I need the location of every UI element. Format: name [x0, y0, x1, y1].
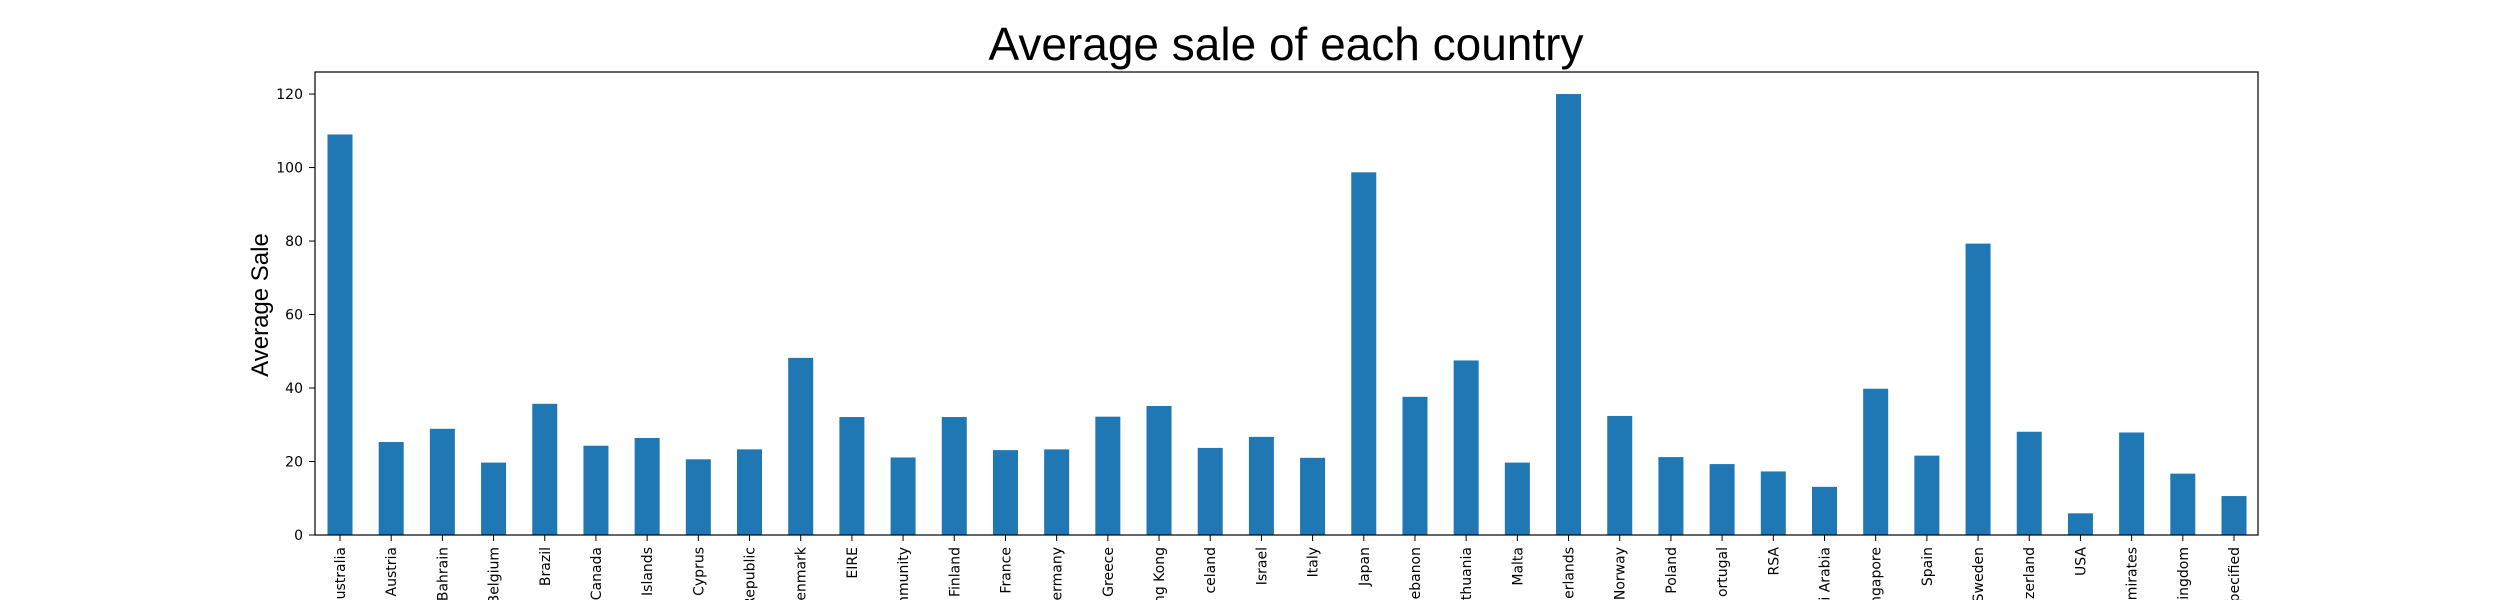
x-tick-label: Bahrain — [435, 547, 451, 600]
y-tick-label: 20 — [285, 455, 303, 471]
x-tick-label: Italy — [1306, 547, 1322, 577]
x-tick-label: Canada — [589, 547, 605, 600]
x-tick-label: RSA — [1766, 547, 1782, 576]
x-tick-label: Greece — [1101, 547, 1117, 597]
bar — [1146, 406, 1172, 535]
x-tick-label: erlands — [1562, 547, 1578, 599]
bar — [1248, 436, 1274, 535]
y-tick-label: 60 — [285, 308, 303, 324]
bar — [1095, 416, 1121, 535]
x-tick-label: thuania — [1459, 547, 1475, 600]
bar — [685, 459, 711, 535]
x-tick-label: EIRE — [845, 547, 861, 579]
bar — [1607, 415, 1633, 535]
x-tick-label: Israel — [1254, 547, 1270, 585]
bar — [2016, 431, 2042, 535]
x-tick-label: zerland — [2022, 547, 2038, 599]
y-tick-label: 0 — [294, 528, 303, 544]
bar — [890, 457, 916, 535]
x-tick-label: Spain — [1920, 547, 1936, 586]
x-tick-label: ng Kong — [1152, 547, 1168, 600]
bar — [1760, 471, 1786, 535]
y-tick-label: 120 — [276, 87, 303, 103]
y-tick-label: 80 — [285, 234, 303, 250]
x-tick-label: Finland — [947, 547, 963, 597]
bar — [583, 445, 609, 535]
bar — [327, 134, 353, 535]
x-tick-label: ebanon — [1408, 547, 1424, 599]
x-tick-label: celand — [1203, 547, 1219, 594]
bar — [2119, 432, 2145, 535]
x-tick-label: mirates — [2125, 547, 2141, 600]
x-tick-label: Norway — [1613, 547, 1629, 600]
bar — [378, 442, 404, 535]
x-tick-label: Sweden — [1971, 547, 1987, 600]
bar — [429, 428, 455, 535]
bar — [1044, 449, 1070, 535]
bar — [634, 437, 660, 535]
bar — [1863, 388, 1889, 535]
bar — [839, 417, 865, 535]
bar — [2221, 496, 2247, 535]
x-tick-label: enmark — [794, 546, 810, 600]
x-tick-label: l Islands — [640, 547, 656, 600]
x-tick-label: Cyprus — [691, 547, 707, 596]
bar — [1453, 360, 1479, 535]
bar — [2067, 513, 2093, 535]
x-tick-label: ngapore — [1869, 547, 1885, 600]
y-tick-label: 100 — [276, 161, 303, 177]
x-tick-label: Belgium — [487, 547, 503, 600]
x-tick-label: USA — [2073, 547, 2089, 576]
bar — [532, 403, 558, 535]
x-tick-label: Brazil — [538, 547, 554, 586]
y-tick-label: 40 — [285, 381, 303, 397]
x-tick-label: Republic — [743, 547, 759, 600]
bar — [737, 449, 763, 535]
x-tick-label: mmunity — [896, 547, 912, 600]
bar — [1965, 243, 1991, 535]
bar — [1504, 462, 1530, 535]
bars-layer — [327, 94, 2247, 536]
bar — [1811, 486, 1837, 535]
bar — [481, 462, 507, 535]
x-tick-label: i Arabia — [1817, 547, 1833, 600]
bar — [788, 357, 814, 535]
bar — [1709, 464, 1735, 535]
y-axis-label: Average Sale — [247, 233, 274, 377]
y-axis: 0 20 40 60 80 100 120 — [276, 87, 315, 544]
bar — [1351, 172, 1377, 535]
x-tick-label: Austria — [384, 547, 400, 596]
bar — [1197, 447, 1223, 535]
bar — [1300, 457, 1326, 535]
chart-title: Average sale of each country — [989, 18, 1584, 70]
x-tick-label: Kingdom — [2176, 547, 2192, 600]
bar — [992, 450, 1018, 535]
bar — [2170, 473, 2196, 535]
bar — [941, 417, 967, 535]
plot-frame — [314, 71, 2259, 536]
bar — [1402, 396, 1428, 535]
x-tick-label: pecified — [2227, 547, 2243, 600]
bar — [1658, 457, 1684, 535]
x-tick-label: Japan — [1357, 547, 1373, 587]
x-tick-label: ustralia — [333, 547, 349, 599]
bar — [1556, 94, 1582, 536]
x-tick-label: Malta — [1510, 547, 1526, 586]
x-tick-label: Poland — [1664, 547, 1680, 594]
x-axis: ustralia Austria Bahrain Belgium Brazil Canad… — [333, 535, 2243, 600]
x-tick-label: ortugal — [1715, 547, 1731, 597]
bar — [1914, 455, 1940, 535]
x-tick-label: ermany — [1050, 547, 1066, 600]
x-tick-label: France — [998, 547, 1014, 594]
